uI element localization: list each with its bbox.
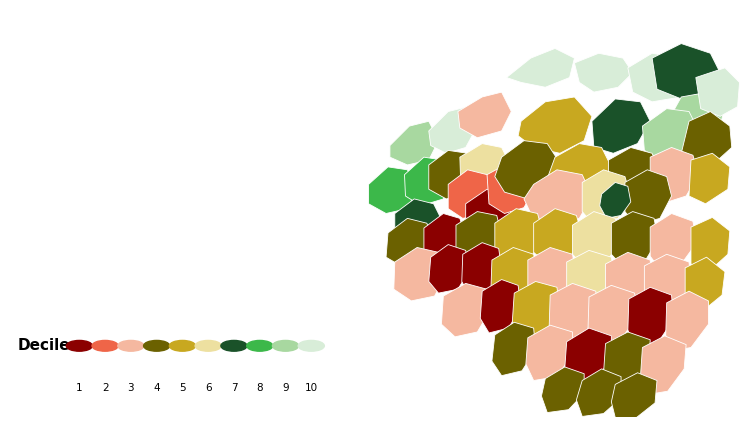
Polygon shape: [456, 212, 502, 262]
Polygon shape: [600, 183, 630, 218]
Polygon shape: [681, 111, 732, 167]
Polygon shape: [640, 336, 686, 395]
Text: 5: 5: [179, 383, 186, 393]
Circle shape: [247, 340, 273, 351]
Polygon shape: [689, 153, 730, 204]
Circle shape: [273, 340, 299, 351]
Polygon shape: [405, 157, 453, 206]
Polygon shape: [611, 373, 657, 417]
Polygon shape: [526, 325, 572, 381]
Circle shape: [170, 340, 196, 351]
Polygon shape: [368, 167, 417, 213]
Circle shape: [298, 340, 324, 351]
Text: 2: 2: [102, 383, 108, 393]
Polygon shape: [448, 170, 495, 218]
Polygon shape: [627, 53, 696, 102]
Polygon shape: [548, 144, 611, 204]
Polygon shape: [565, 328, 611, 386]
Polygon shape: [582, 170, 630, 225]
Polygon shape: [386, 218, 435, 267]
Polygon shape: [528, 248, 577, 306]
Text: 3: 3: [128, 383, 134, 393]
Text: 10: 10: [305, 383, 317, 393]
Polygon shape: [491, 248, 538, 303]
Polygon shape: [650, 148, 698, 204]
Polygon shape: [588, 286, 636, 345]
Polygon shape: [492, 322, 536, 376]
Polygon shape: [495, 141, 560, 199]
Polygon shape: [533, 209, 582, 264]
Polygon shape: [458, 92, 511, 138]
Polygon shape: [666, 291, 708, 351]
Circle shape: [92, 340, 118, 351]
Polygon shape: [441, 283, 490, 337]
Polygon shape: [577, 369, 621, 416]
Polygon shape: [390, 121, 438, 165]
Text: 8: 8: [256, 383, 263, 393]
Text: 9: 9: [282, 383, 289, 393]
Polygon shape: [608, 148, 660, 206]
Polygon shape: [524, 170, 592, 225]
Polygon shape: [611, 212, 658, 267]
Text: 7: 7: [231, 383, 238, 393]
Polygon shape: [487, 163, 536, 213]
Polygon shape: [394, 248, 446, 301]
Polygon shape: [625, 170, 672, 225]
Polygon shape: [465, 189, 511, 240]
Polygon shape: [542, 367, 584, 412]
Polygon shape: [604, 332, 650, 390]
Text: 1: 1: [76, 383, 83, 393]
Polygon shape: [685, 257, 725, 312]
Circle shape: [118, 340, 144, 351]
Polygon shape: [592, 99, 650, 153]
Polygon shape: [518, 97, 592, 153]
Polygon shape: [429, 150, 477, 199]
Polygon shape: [567, 251, 616, 309]
Polygon shape: [480, 279, 521, 333]
Polygon shape: [642, 109, 698, 160]
Polygon shape: [696, 68, 740, 116]
Circle shape: [143, 340, 170, 351]
Polygon shape: [495, 209, 543, 264]
Polygon shape: [627, 287, 674, 347]
Polygon shape: [429, 107, 477, 153]
Polygon shape: [429, 244, 470, 293]
Polygon shape: [672, 92, 725, 136]
Polygon shape: [652, 44, 720, 99]
Polygon shape: [462, 243, 502, 296]
Polygon shape: [650, 213, 697, 269]
Text: Decile: Decile: [17, 338, 70, 353]
Circle shape: [195, 340, 221, 351]
Polygon shape: [572, 212, 621, 267]
Polygon shape: [506, 49, 574, 87]
Polygon shape: [460, 144, 511, 196]
Polygon shape: [645, 254, 691, 312]
Text: 4: 4: [153, 383, 160, 393]
Polygon shape: [574, 53, 633, 92]
Polygon shape: [549, 283, 598, 342]
Circle shape: [66, 340, 93, 351]
Polygon shape: [512, 282, 560, 337]
Text: 6: 6: [205, 383, 211, 393]
Polygon shape: [424, 213, 465, 264]
Polygon shape: [606, 252, 652, 311]
Circle shape: [221, 340, 247, 351]
Polygon shape: [394, 199, 443, 248]
Polygon shape: [691, 217, 730, 272]
